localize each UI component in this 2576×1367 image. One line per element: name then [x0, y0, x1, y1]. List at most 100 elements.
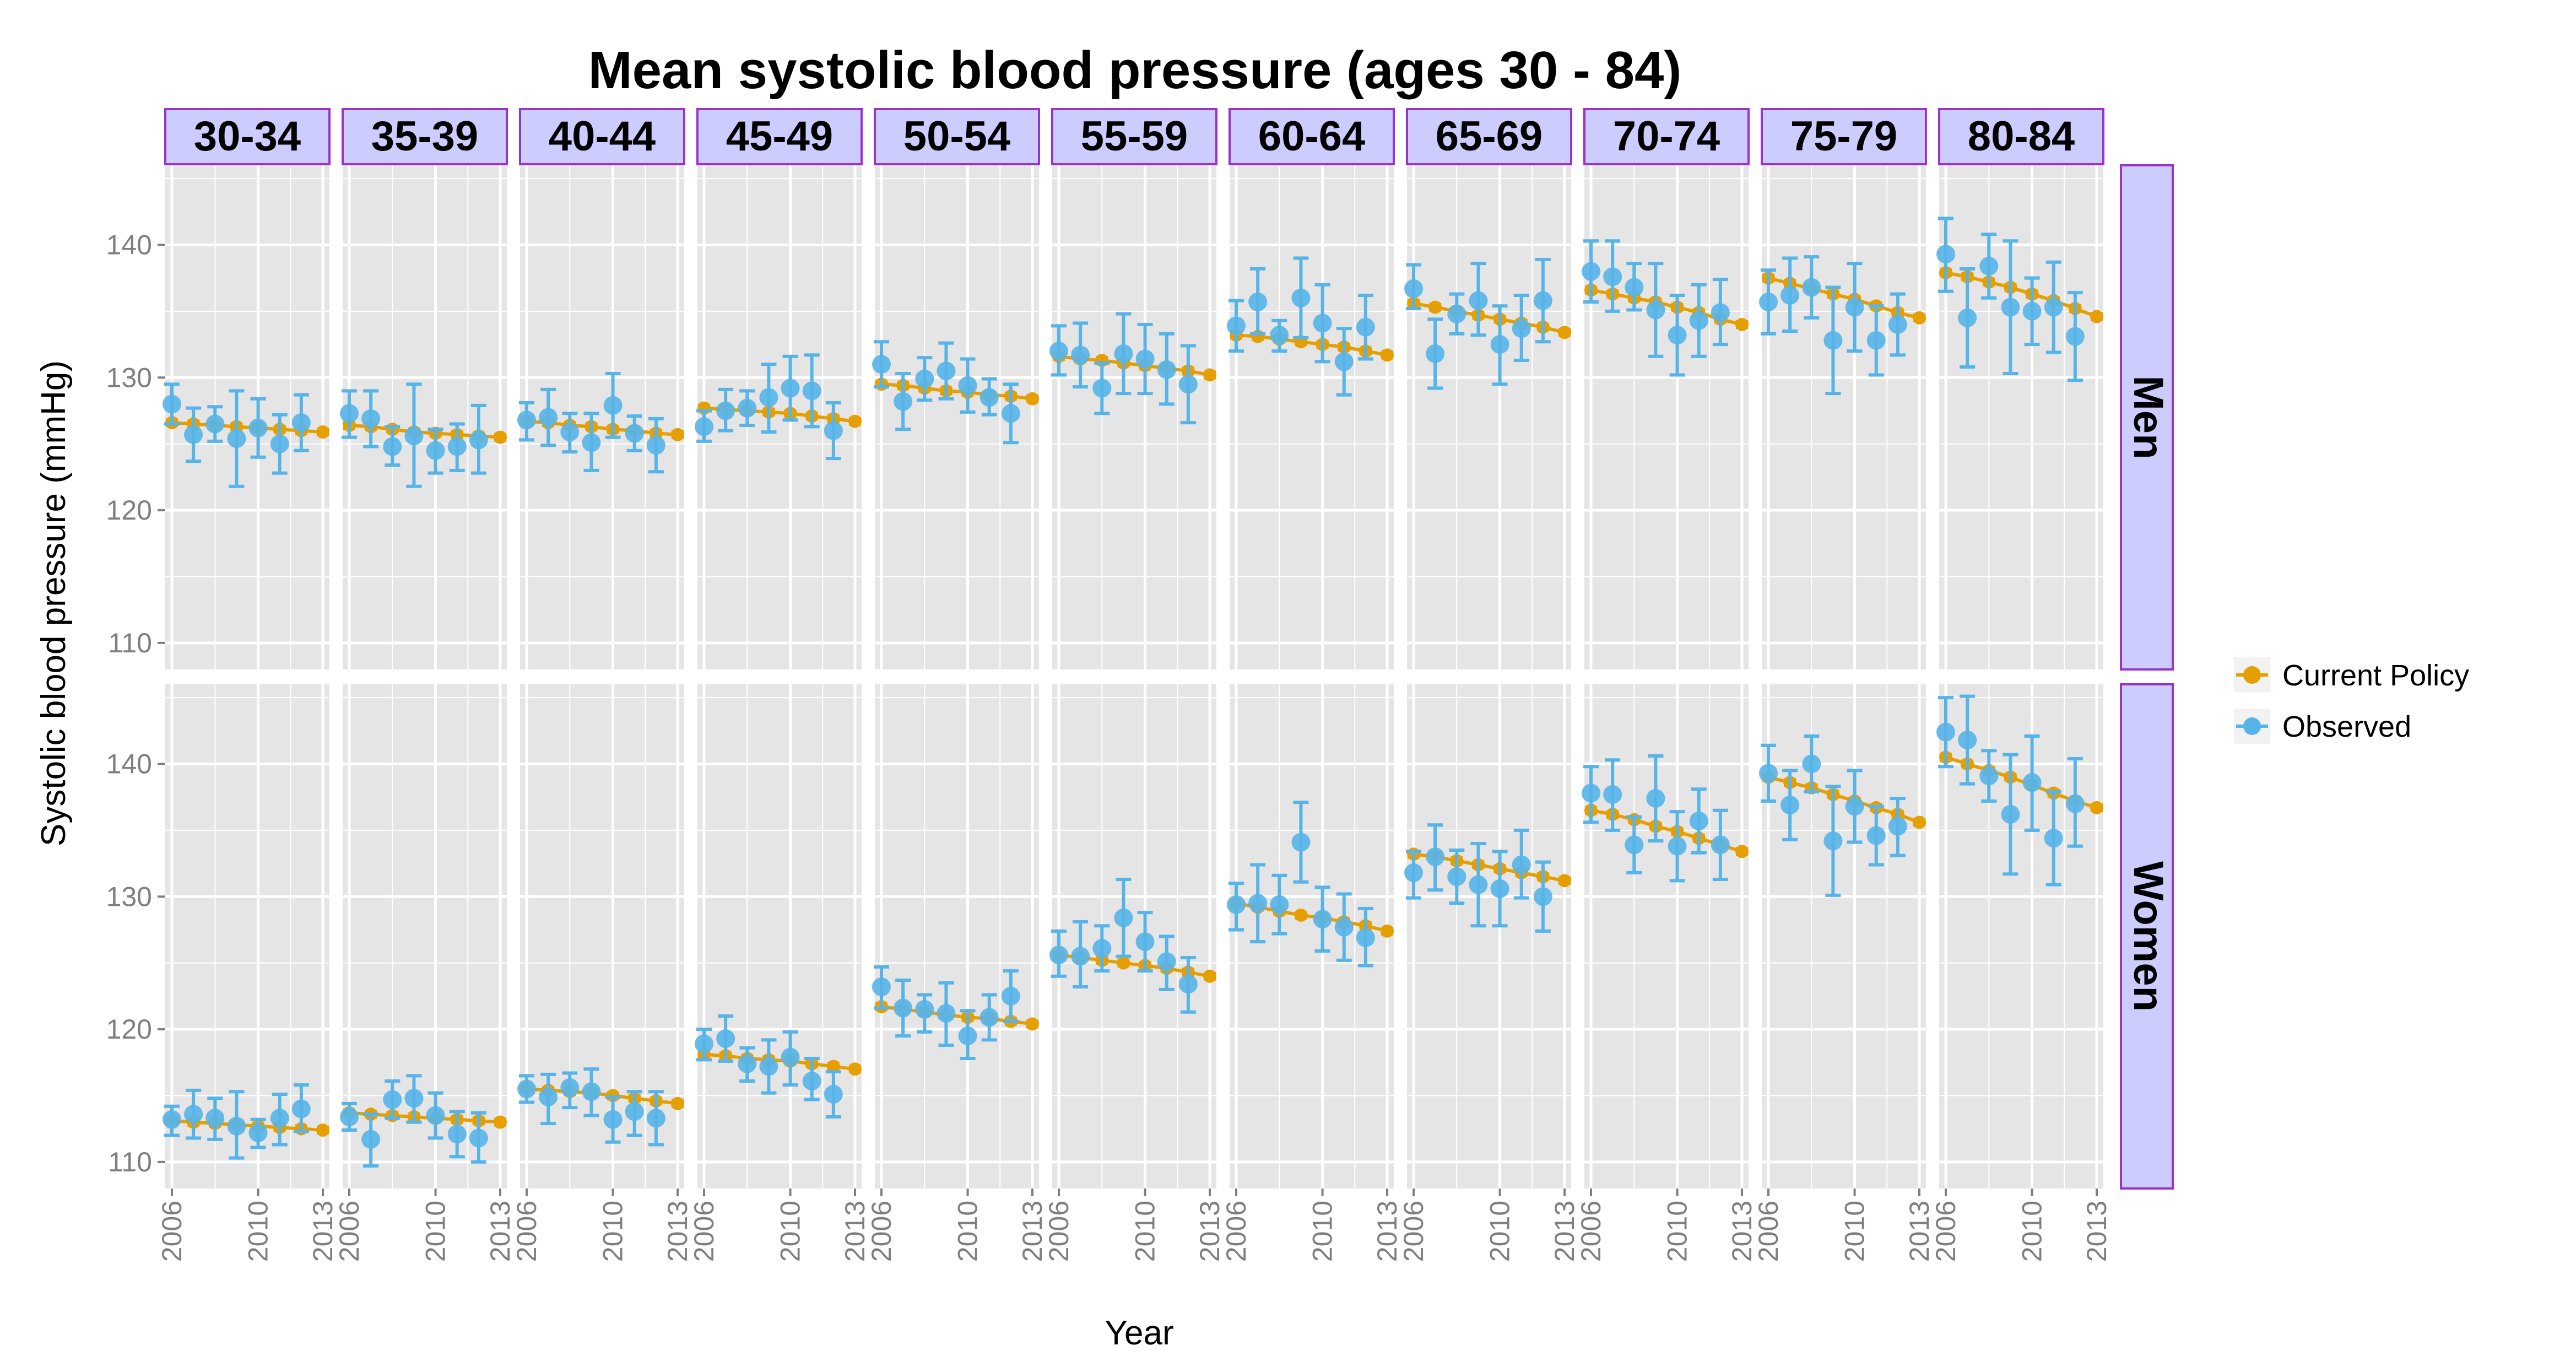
observed-point [1490, 335, 1509, 354]
policy-point [1117, 956, 1130, 970]
observed-point [1227, 895, 1246, 914]
observed-point [1512, 855, 1531, 874]
observed-point [979, 1008, 999, 1027]
strip-label-age: 80-84 [1968, 113, 2075, 160]
observed-point [759, 1057, 778, 1076]
observed-point [1936, 722, 1955, 742]
observed-point [184, 1105, 203, 1124]
x-tick-label: 2006 [1576, 1201, 1606, 1262]
observed-point [802, 1071, 821, 1090]
observed-point [2001, 298, 2020, 317]
observed-point [205, 1109, 225, 1128]
observed-point [1625, 278, 1644, 297]
y-tick-label: 130 [106, 881, 152, 912]
strip-age-65-69 [1406, 108, 1572, 165]
observed-point [625, 424, 644, 443]
observed-point [1114, 344, 1133, 363]
chart-title: Mean systolic blood pressure (ages 30 - … [588, 41, 1682, 100]
panel-background [697, 684, 862, 1188]
observed-point [1157, 952, 1176, 971]
observed-point [517, 1079, 536, 1099]
y-tick-label: 120 [106, 495, 152, 526]
strip-age-60-64 [1229, 108, 1395, 165]
observed-point [2001, 804, 2020, 824]
strip-age-80-84 [1938, 108, 2104, 165]
observed-point [872, 977, 891, 996]
observed-point [184, 425, 203, 444]
observed-point [1711, 835, 1730, 855]
observed-point [937, 1004, 956, 1023]
observed-point [447, 437, 467, 456]
x-tick-label: 2010 [1485, 1201, 1516, 1262]
observed-point [1802, 278, 1821, 297]
policy-point [1735, 845, 1749, 858]
observed-point [1291, 288, 1311, 307]
x-tick-label: 2013 [1549, 1201, 1580, 1262]
observed-point [163, 1110, 181, 1129]
observed-point [539, 1087, 558, 1106]
observed-point [582, 1082, 601, 1101]
strip-label-age: 35-39 [371, 113, 478, 160]
observed-point [1759, 764, 1778, 783]
observed-point [1490, 879, 1509, 898]
observed-point [695, 1034, 713, 1053]
observed-point [361, 1130, 381, 1149]
observed-point [2065, 794, 2085, 813]
observed-point [937, 361, 956, 381]
x-tick-label: 2006 [1398, 1201, 1429, 1262]
observed-point [1001, 986, 1020, 1006]
strip-age-40-44 [519, 108, 685, 165]
y-tick-label: 140 [106, 748, 152, 779]
x-axis-label: Year [1105, 1314, 1173, 1352]
policy-point [848, 414, 862, 428]
observed-point [2065, 327, 2085, 346]
observed-point [270, 1109, 289, 1128]
legend-key-point [2243, 717, 2261, 735]
panel-background [1939, 165, 2103, 669]
observed-point [1845, 797, 1864, 816]
observed-point [1071, 345, 1090, 365]
observed-point [248, 1123, 268, 1142]
observed-point [738, 1054, 757, 1073]
observed-point [1135, 349, 1155, 369]
x-tick-label: 2006 [1930, 1201, 1961, 1262]
observed-point [646, 1109, 665, 1128]
observed-point [1582, 784, 1600, 803]
observed-point [1049, 342, 1068, 361]
observed-point [824, 1085, 843, 1104]
observed-point [1092, 939, 1112, 958]
observed-point [603, 396, 623, 415]
observed-point [560, 422, 580, 441]
observed-point [1512, 319, 1531, 338]
observed-point [2044, 298, 2063, 317]
policy-point [316, 425, 329, 439]
strip-women [2120, 683, 2174, 1190]
policy-point [826, 1060, 840, 1073]
observed-point [340, 1107, 359, 1126]
x-tick-label: 2010 [2017, 1201, 2048, 1262]
panel-background [875, 684, 1039, 1188]
observed-point [1248, 293, 1268, 312]
observed-point [1426, 847, 1445, 867]
strip-label-age: 65-69 [1436, 113, 1543, 160]
observed-point [1404, 279, 1423, 298]
y-tick-label: 120 [106, 1014, 152, 1045]
observed-point [1447, 867, 1466, 887]
observed-point [1866, 331, 1886, 350]
observed-point [291, 1099, 311, 1119]
x-tick-label: 2010 [1130, 1201, 1161, 1262]
policy-point [1428, 300, 1442, 314]
observed-point [227, 429, 246, 449]
y-tick-label: 110 [108, 1147, 152, 1177]
observed-point [340, 404, 359, 423]
observed-point [1178, 975, 1198, 994]
x-tick-label: 2013 [662, 1201, 693, 1262]
observed-point [1668, 836, 1687, 856]
observed-point [1888, 817, 1907, 836]
observed-point [1646, 300, 1665, 320]
observed-point [582, 433, 601, 452]
observed-point [781, 379, 800, 398]
observed-point [2022, 773, 2042, 792]
